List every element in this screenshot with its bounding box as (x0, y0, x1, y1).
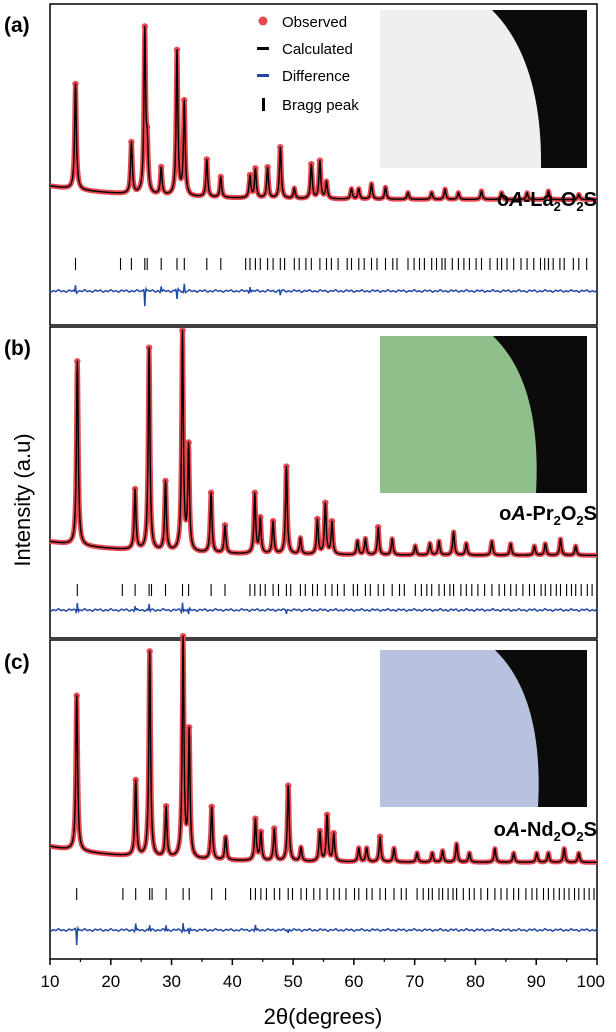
x-axis: 10 20 30 40 50 60 70 80 90 100 (41, 959, 605, 991)
panel-c-plot (47, 633, 600, 946)
sample-photo-a (380, 10, 587, 168)
plot-contents (47, 23, 600, 946)
sample-photo-b (380, 336, 587, 493)
difference-curve (49, 602, 598, 615)
x-axis-label: 2θ(degrees) (264, 1004, 383, 1029)
x-tick-label: 80 (466, 972, 485, 991)
x-tick-label: 20 (101, 972, 120, 991)
photo-disc-b (380, 336, 537, 493)
legend-observed-marker (258, 16, 268, 26)
sample-label-a: oA-La2O2S (497, 189, 597, 214)
x-tick-label: 60 (344, 972, 363, 991)
panel-label-c: (c) (4, 651, 30, 674)
legend: Observed Calculated Difference Bragg pea… (257, 14, 359, 114)
panel-label-b: (b) (4, 337, 31, 360)
sample-label-c: oA-Nd2O2S (494, 819, 597, 844)
photo-disc-a (380, 10, 542, 168)
x-tick-label: 100 (577, 972, 605, 991)
photo-disc-c (380, 650, 539, 807)
legend-observed-label: Observed (282, 14, 347, 31)
x-tick-label: 30 (162, 972, 181, 991)
x-tick-label: 40 (223, 972, 242, 991)
legend-calculated-marker (257, 47, 269, 50)
sample-photo-c (380, 650, 587, 807)
x-tick-label: 90 (527, 972, 546, 991)
panel-frame-b (49, 326, 598, 639)
calculated-pattern (49, 25, 598, 201)
difference-curve (49, 923, 598, 946)
legend-difference-label: Difference (282, 68, 350, 85)
panel-frame-a (49, 3, 598, 326)
legend-bragg-marker (262, 98, 265, 111)
legend-bragg-label: Bragg peak (282, 97, 359, 114)
x-tick-label: 50 (284, 972, 303, 991)
y-axis-label: Intensity (a.u) (10, 433, 35, 566)
panel-label-a: (a) (4, 14, 30, 37)
calculated-pattern (49, 329, 598, 556)
legend-calculated-label: Calculated (282, 41, 353, 58)
difference-curve (49, 283, 598, 307)
panel-b-plot (47, 327, 600, 615)
calculated-pattern (49, 635, 598, 863)
panel-a-plot (47, 23, 600, 307)
x-tick-label: 10 (41, 972, 60, 991)
x-tick-label: 70 (405, 972, 424, 991)
legend-difference-marker (257, 74, 269, 77)
sample-label-b: oA-Pr2O2S (499, 503, 597, 528)
